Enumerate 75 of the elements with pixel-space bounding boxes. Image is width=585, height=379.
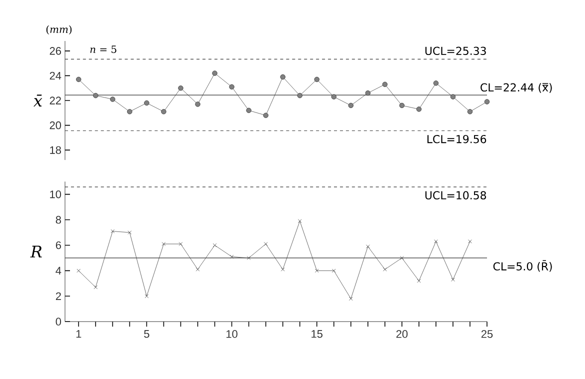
- y-tick-label: 4: [56, 266, 62, 274]
- point: [314, 76, 320, 82]
- point: [348, 102, 354, 108]
- y-tick-label: 10: [50, 190, 62, 198]
- point: [144, 294, 149, 298]
- y-tick-label: 6: [56, 241, 61, 250]
- y-tick-label: 8: [56, 216, 61, 224]
- x-tick-label: 20: [396, 330, 408, 338]
- x-tick-label: 5: [144, 330, 150, 338]
- x-tick-label: 25: [481, 330, 493, 338]
- y-tick-label: 20: [50, 121, 62, 130]
- point: [433, 80, 439, 86]
- point: [280, 268, 285, 272]
- point: [297, 92, 302, 98]
- point: [484, 99, 490, 104]
- point: [246, 108, 252, 114]
- point: [110, 96, 116, 102]
- point: [144, 100, 150, 106]
- point: [230, 254, 234, 259]
- point: [94, 285, 98, 290]
- point: [450, 94, 456, 100]
- point: [331, 94, 336, 100]
- point: [110, 229, 115, 234]
- point: [212, 243, 217, 248]
- point: [416, 106, 422, 112]
- point: [468, 240, 472, 244]
- point: [383, 268, 387, 272]
- point: [178, 242, 183, 246]
- point: [93, 92, 98, 98]
- y-tick-label: 18: [50, 146, 61, 154]
- point: [417, 278, 421, 283]
- y-axis-title: x̄: [34, 94, 42, 106]
- point: [434, 240, 438, 244]
- y-tick-label: 24: [50, 72, 62, 80]
- point: [298, 219, 302, 223]
- point: [178, 86, 184, 91]
- y-tick-label: 22: [50, 96, 61, 104]
- y-tick-label: 26: [50, 47, 61, 55]
- point: [366, 244, 370, 248]
- point: [76, 268, 81, 273]
- point: [128, 230, 132, 234]
- point: [162, 242, 166, 246]
- y-tick-label: 2: [56, 292, 61, 300]
- point: [280, 74, 286, 80]
- ref-line-label: LCL=19.56: [427, 134, 486, 144]
- point: [263, 112, 268, 118]
- x-tick-label: 1: [76, 330, 82, 338]
- x-tick-label: 15: [312, 330, 322, 338]
- y-axis-title: R: [30, 246, 42, 258]
- x-tick-label: 10: [226, 330, 238, 338]
- point: [195, 102, 200, 107]
- point: [212, 70, 218, 76]
- point: [348, 296, 353, 301]
- annotation: n = 5: [90, 46, 116, 54]
- point: [229, 84, 234, 90]
- point: [467, 109, 473, 114]
- point: [127, 109, 132, 114]
- point: [399, 102, 405, 108]
- point: [76, 76, 82, 82]
- point: [161, 109, 166, 114]
- ref-line-label: UCL=25.33: [425, 46, 486, 56]
- ref-line-label: CL=22.44 (x̿): [480, 83, 552, 93]
- point: [400, 256, 404, 260]
- ref-line-label: UCL=10.58: [425, 191, 486, 200]
- point: [451, 278, 455, 282]
- point: [264, 242, 268, 246]
- y-tick-label: 0: [56, 318, 62, 326]
- point: [332, 268, 336, 273]
- point: [246, 256, 251, 260]
- point: [365, 90, 370, 96]
- text: (mm): [46, 25, 72, 34]
- ref-line-label: CL=5.0 (R̄): [493, 260, 552, 272]
- point: [314, 268, 319, 273]
- point: [382, 82, 388, 87]
- point: [196, 268, 200, 272]
